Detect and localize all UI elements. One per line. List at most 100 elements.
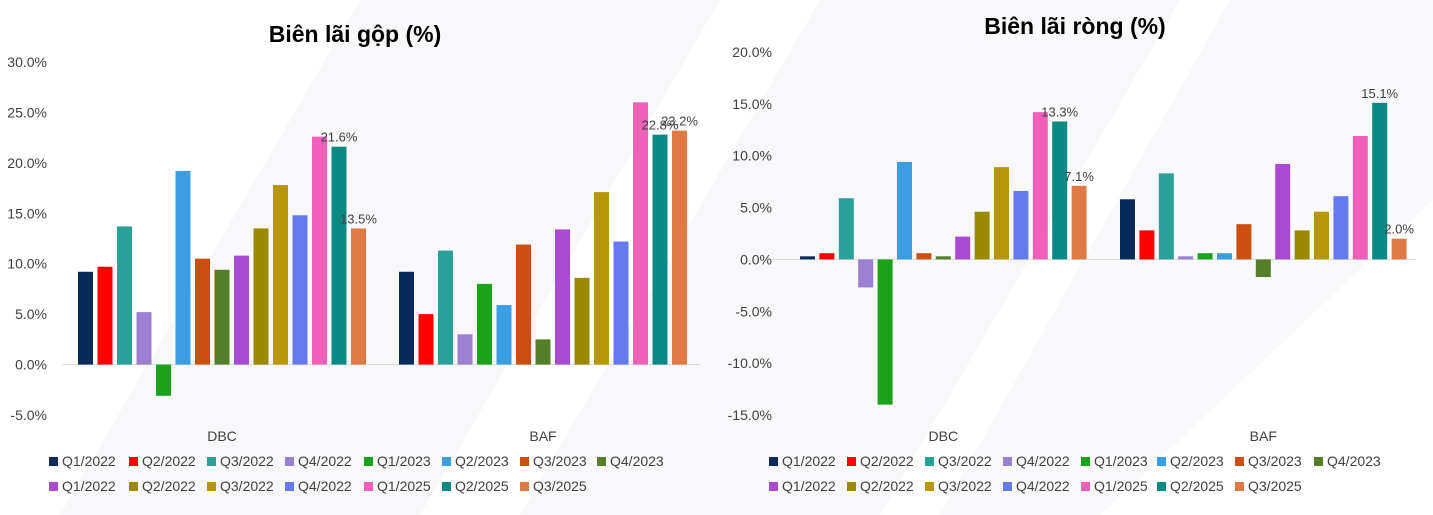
legend-swatch — [925, 482, 934, 491]
bar — [1158, 173, 1174, 260]
y-tick-label: 5.0% — [740, 200, 772, 216]
bar — [117, 226, 132, 365]
bar — [1139, 230, 1155, 260]
legend-label: Q1/2022 — [782, 478, 836, 494]
bar — [1333, 196, 1349, 260]
bar — [1236, 224, 1252, 260]
bar — [1314, 211, 1329, 260]
data-label: 23.2% — [661, 114, 698, 129]
legend-swatch — [847, 457, 856, 466]
bar — [175, 170, 191, 365]
y-tick-label: 5.0% — [15, 306, 47, 322]
legend-label: Q3/2023 — [533, 453, 587, 469]
legend-swatch — [364, 482, 373, 491]
legend-label: Q4/2022 — [298, 478, 352, 494]
bar — [858, 259, 874, 288]
bar — [935, 256, 951, 260]
legend-swatch — [129, 482, 138, 491]
bar — [418, 314, 434, 365]
legend-label: Q4/2022 — [1016, 453, 1070, 469]
legend-swatch — [925, 457, 934, 466]
bar — [156, 364, 171, 396]
bar — [1120, 199, 1135, 260]
y-tick-label: 15.0% — [732, 96, 772, 112]
legend-label: Q2/2023 — [1170, 453, 1224, 469]
bar — [1372, 102, 1388, 260]
data-label: 15.1% — [1361, 86, 1398, 101]
bar — [1032, 112, 1048, 260]
y-tick-label: -10.0% — [728, 355, 772, 371]
legend-swatch — [847, 482, 856, 491]
category-label: DBC — [207, 428, 237, 444]
bar — [1197, 253, 1213, 260]
chart-title: Biên lãi gộp (%) — [269, 21, 442, 47]
bar — [457, 334, 473, 365]
legend-label: Q2/2023 — [455, 453, 509, 469]
legend-swatch — [207, 457, 216, 466]
legend-swatch — [769, 482, 778, 491]
legend-label: Q1/2023 — [1094, 453, 1148, 469]
y-tick-label: 10.0% — [732, 148, 772, 164]
data-label: 2.0% — [1384, 222, 1414, 237]
data-label: 22.8% — [642, 118, 679, 133]
bar — [994, 167, 1009, 260]
legend-swatch — [1314, 457, 1323, 466]
legend-label: Q3/2025 — [1248, 478, 1302, 494]
legend-label: Q1/2023 — [377, 453, 431, 469]
bar — [195, 258, 210, 365]
bar — [574, 277, 590, 365]
legend-swatch — [520, 457, 529, 466]
legend-label: Q4/2023 — [1327, 453, 1381, 469]
bar — [496, 305, 512, 365]
bar — [594, 192, 609, 365]
y-tick-label: 25.0% — [7, 104, 47, 120]
legend-label: Q4/2022 — [1016, 478, 1070, 494]
data-label: 7.1% — [1064, 169, 1094, 184]
bar — [1294, 230, 1310, 260]
legend-label: Q3/2022 — [220, 453, 274, 469]
legend-swatch — [1235, 482, 1244, 491]
y-tick-label: 30.0% — [7, 54, 47, 70]
bar — [1071, 185, 1087, 260]
bar — [555, 229, 570, 365]
legend-label: Q3/2023 — [1248, 453, 1302, 469]
legend-swatch — [520, 482, 529, 491]
data-label: 13.3% — [1041, 104, 1078, 119]
bar — [897, 161, 912, 260]
y-tick-label: 0.0% — [15, 357, 47, 373]
bar — [672, 130, 687, 365]
legend-swatch — [129, 457, 138, 466]
bar — [800, 256, 815, 260]
legend-label: Q3/2022 — [938, 478, 992, 494]
bar — [351, 228, 366, 365]
legend-label: Q4/2022 — [298, 453, 352, 469]
bar — [613, 241, 629, 365]
bar — [819, 253, 835, 260]
legend-label: Q1/2022 — [62, 453, 116, 469]
legend-label: Q2/2022 — [860, 453, 914, 469]
bar — [331, 146, 347, 365]
bar — [652, 134, 668, 365]
bar — [955, 236, 971, 260]
bar — [273, 185, 288, 365]
bar — [974, 211, 990, 260]
legend-swatch — [49, 482, 58, 491]
bar — [253, 228, 269, 365]
y-tick-label: -5.0% — [735, 303, 772, 319]
legend-swatch — [285, 457, 294, 466]
bar — [97, 266, 113, 365]
legend-label: Q3/2022 — [220, 478, 274, 494]
bar — [1217, 253, 1232, 260]
category-label: DBC — [929, 428, 959, 444]
bar — [535, 339, 551, 365]
bar — [633, 102, 648, 365]
bar — [78, 271, 93, 365]
bar — [1352, 136, 1368, 260]
legend-label: Q3/2022 — [938, 453, 992, 469]
legend-label: Q2/2022 — [142, 478, 196, 494]
data-label: 13.5% — [340, 211, 377, 226]
y-tick-label: -15.0% — [728, 407, 772, 423]
category-label: BAF — [1250, 428, 1277, 444]
bar — [916, 253, 932, 260]
legend-label: Q1/2025 — [1094, 478, 1148, 494]
